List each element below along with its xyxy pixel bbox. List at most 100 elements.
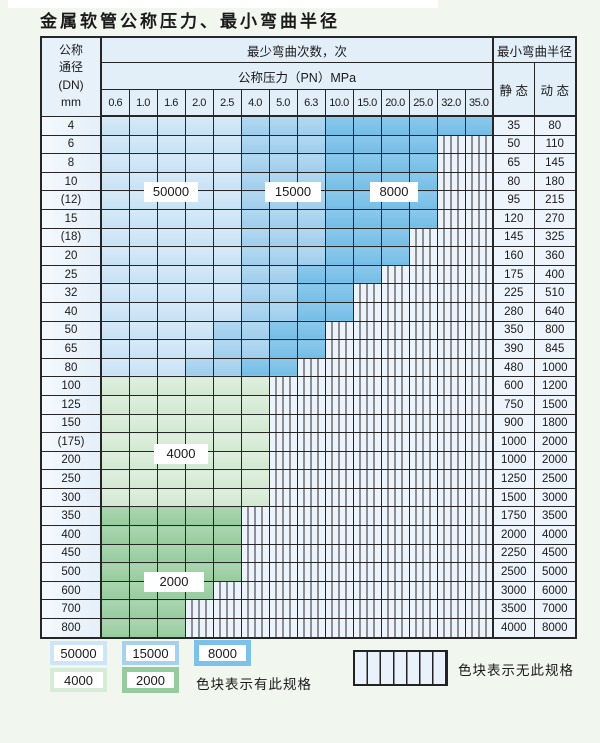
spec-cell xyxy=(212,376,242,396)
no-spec-cell xyxy=(436,320,466,341)
no-spec-cell xyxy=(352,599,382,620)
spec-cell xyxy=(156,246,186,266)
table-row: 15 120 270 xyxy=(40,208,577,229)
spec-cell xyxy=(240,283,270,303)
no-spec-cell xyxy=(296,376,326,396)
table-row: (18) 145 325 xyxy=(40,227,577,248)
spec-cell xyxy=(100,227,130,248)
static-value: 120 xyxy=(492,208,535,229)
no-spec-cell xyxy=(240,599,270,620)
spec-cell xyxy=(128,246,158,266)
no-spec-cell xyxy=(268,506,298,527)
no-spec-cell xyxy=(296,487,326,508)
no-spec-cell xyxy=(352,301,382,322)
table-row: 100 600 1200 xyxy=(40,376,577,396)
static-value: 2250 xyxy=(492,543,535,564)
static-value: 280 xyxy=(492,301,535,322)
spec-cell xyxy=(156,115,186,136)
no-spec-cell xyxy=(380,357,410,378)
spec-cell xyxy=(100,525,130,545)
static-value: 65 xyxy=(492,153,535,173)
spec-cell xyxy=(184,339,214,359)
no-spec-cell xyxy=(436,246,466,266)
spec-cell xyxy=(184,320,214,341)
spec-cell xyxy=(128,357,158,378)
no-spec-cell xyxy=(352,320,382,341)
no-spec-cell xyxy=(408,599,438,620)
header-pressure-value: 1.0 xyxy=(128,89,158,117)
spec-cell xyxy=(156,506,186,527)
no-spec-cell xyxy=(464,301,494,322)
spec-cell xyxy=(100,599,130,620)
table-row: 350 1750 3500 xyxy=(40,506,577,527)
no-spec-cell xyxy=(464,376,494,396)
spec-cell xyxy=(128,525,158,545)
spec-cell xyxy=(100,506,130,527)
no-spec-cell xyxy=(324,432,354,452)
spec-cell xyxy=(128,599,158,620)
no-spec-cell xyxy=(464,562,494,582)
no-spec-cell xyxy=(324,469,354,489)
table-row: 125 750 1500 xyxy=(40,394,577,415)
table-row: 50 350 800 xyxy=(40,320,577,341)
no-spec-cell xyxy=(296,599,326,620)
spec-cell xyxy=(184,506,214,527)
spec-cell xyxy=(212,562,242,582)
spec-cell xyxy=(296,339,326,359)
spec-cell xyxy=(296,320,326,341)
no-spec-cell xyxy=(324,562,354,582)
spec-cell xyxy=(156,320,186,341)
no-spec-cell xyxy=(380,469,410,489)
spec-cell xyxy=(408,153,438,173)
no-spec-cell xyxy=(296,618,326,639)
dn-cell: (175) xyxy=(40,432,102,452)
no-spec-cell xyxy=(324,543,354,564)
spec-cell xyxy=(156,357,186,378)
spec-cell xyxy=(324,227,354,248)
spec-cell xyxy=(240,320,270,341)
spec-cell xyxy=(128,208,158,229)
spec-cell xyxy=(324,153,354,173)
no-spec-cell xyxy=(436,469,466,489)
spec-cell xyxy=(100,208,130,229)
spec-cell xyxy=(240,246,270,266)
spec-cell xyxy=(296,246,326,266)
no-spec-cell xyxy=(464,339,494,359)
legend-no-spec-text: 色块表示无此规格 xyxy=(458,663,574,678)
header-pressure-value: 6.3 xyxy=(296,89,326,117)
no-spec-cell xyxy=(380,580,410,601)
spec-cell xyxy=(100,469,130,489)
spec-cell xyxy=(184,525,214,545)
dynamic-value: 180 xyxy=(533,171,577,192)
table-row: 600 3000 6000 xyxy=(40,580,577,601)
no-spec-cell xyxy=(464,134,494,155)
spec-cell xyxy=(100,580,130,601)
no-spec-cell xyxy=(408,487,438,508)
no-spec-cell xyxy=(408,301,438,322)
no-spec-cell xyxy=(464,153,494,173)
dn-cell: 150 xyxy=(40,413,102,434)
spec-cell xyxy=(268,283,298,303)
spec-cell xyxy=(184,487,214,508)
spec-cell xyxy=(268,208,298,229)
spec-cell xyxy=(296,301,326,322)
no-spec-cell xyxy=(436,580,466,601)
no-spec-cell xyxy=(436,339,466,359)
spec-cell xyxy=(212,134,242,155)
no-spec-cell xyxy=(436,618,466,639)
header-static: 静 态 xyxy=(492,62,535,117)
spec-cell xyxy=(212,208,242,229)
table-row: 32 225 510 xyxy=(40,283,577,303)
spec-cell xyxy=(184,376,214,396)
spec-cell xyxy=(212,394,242,415)
dn-cell: 50 xyxy=(40,320,102,341)
spec-cell xyxy=(156,487,186,508)
spec-cell xyxy=(156,413,186,434)
dynamic-value: 80 xyxy=(533,115,577,136)
dynamic-value: 510 xyxy=(533,283,577,303)
table-row: 200 1000 2000 xyxy=(40,450,577,471)
dn-cell: 6 xyxy=(40,134,102,155)
spec-cell xyxy=(100,394,130,415)
legend-swatch-50000: 50000 xyxy=(50,641,107,665)
table-row: 6 50 110 xyxy=(40,134,577,155)
